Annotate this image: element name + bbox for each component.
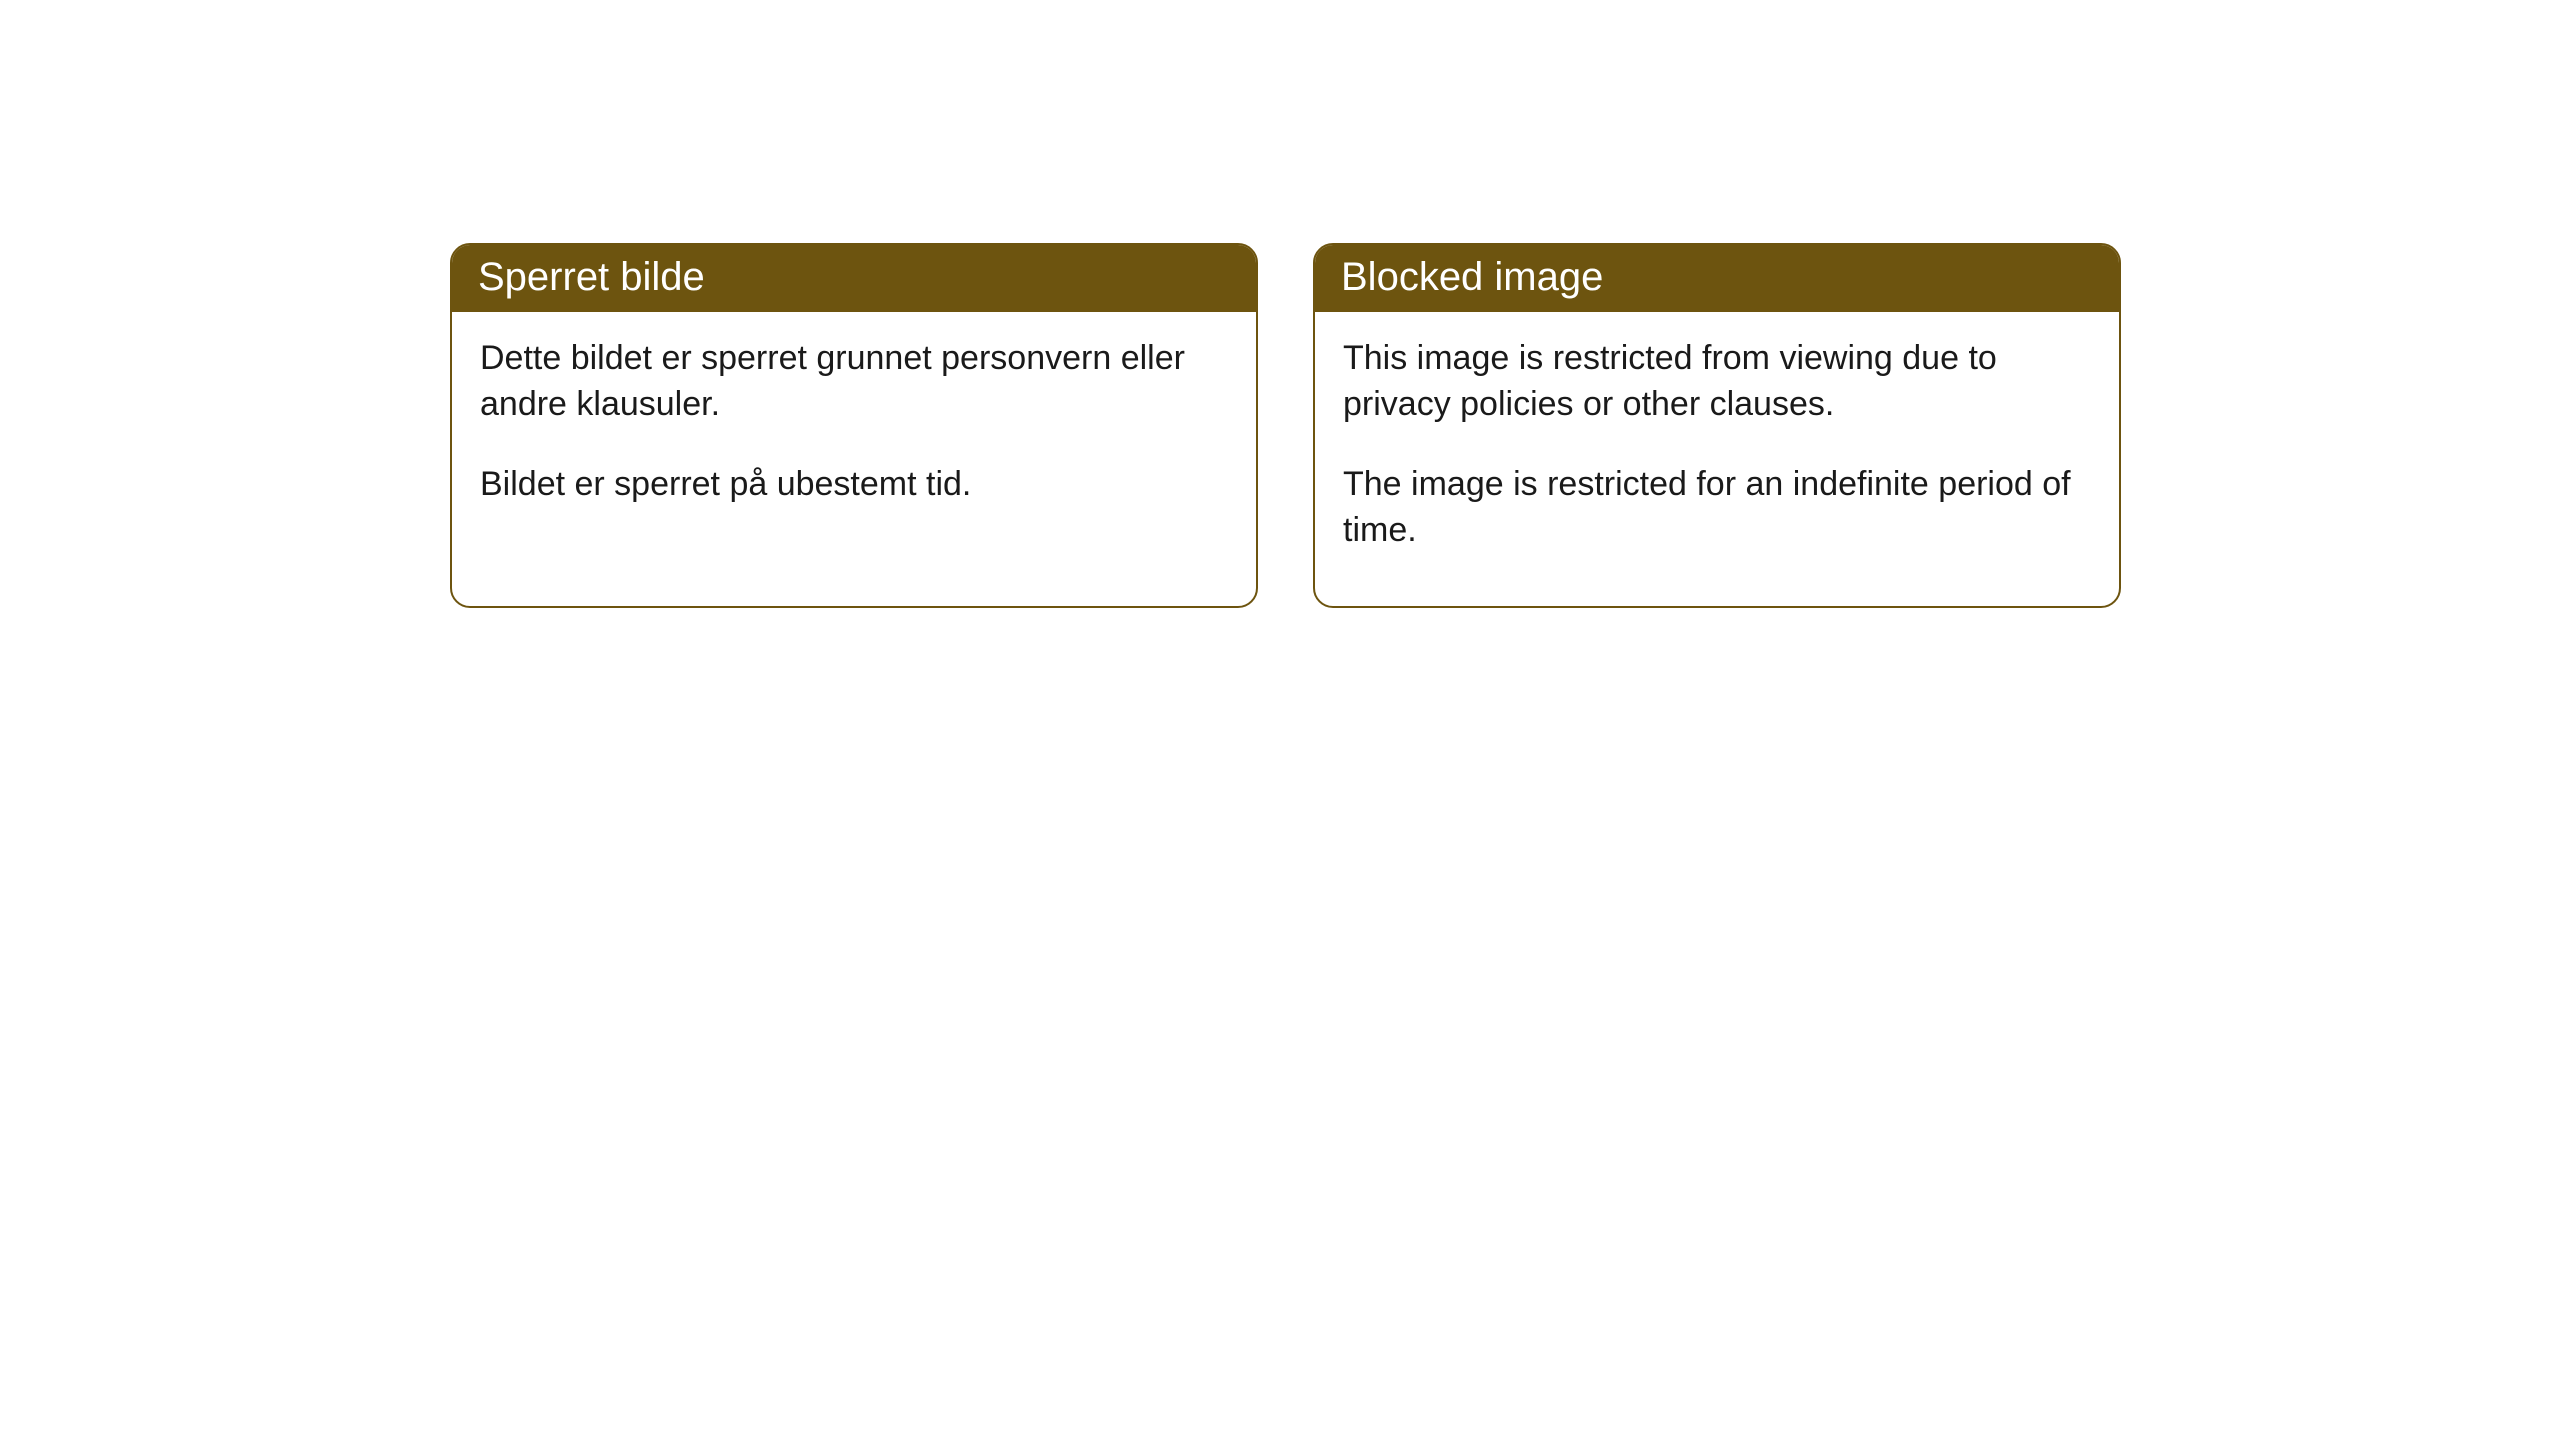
card-paragraph: Bildet er sperret på ubestemt tid.: [480, 462, 1228, 508]
card-paragraph: Dette bildet er sperret grunnet personve…: [480, 336, 1228, 428]
spacer: [1343, 428, 2091, 462]
card-header: Blocked image: [1315, 245, 2119, 312]
notice-card-norwegian: Sperret bilde Dette bildet er sperret gr…: [450, 243, 1258, 608]
card-body: This image is restricted from viewing du…: [1315, 312, 2119, 606]
card-title: Blocked image: [1341, 255, 1603, 299]
card-paragraph: This image is restricted from viewing du…: [1343, 336, 2091, 428]
notice-cards-container: Sperret bilde Dette bildet er sperret gr…: [450, 243, 2121, 608]
card-header: Sperret bilde: [452, 245, 1256, 312]
card-title: Sperret bilde: [478, 255, 705, 299]
card-body: Dette bildet er sperret grunnet personve…: [452, 312, 1256, 560]
spacer: [480, 428, 1228, 462]
card-paragraph: The image is restricted for an indefinit…: [1343, 462, 2091, 554]
notice-card-english: Blocked image This image is restricted f…: [1313, 243, 2121, 608]
